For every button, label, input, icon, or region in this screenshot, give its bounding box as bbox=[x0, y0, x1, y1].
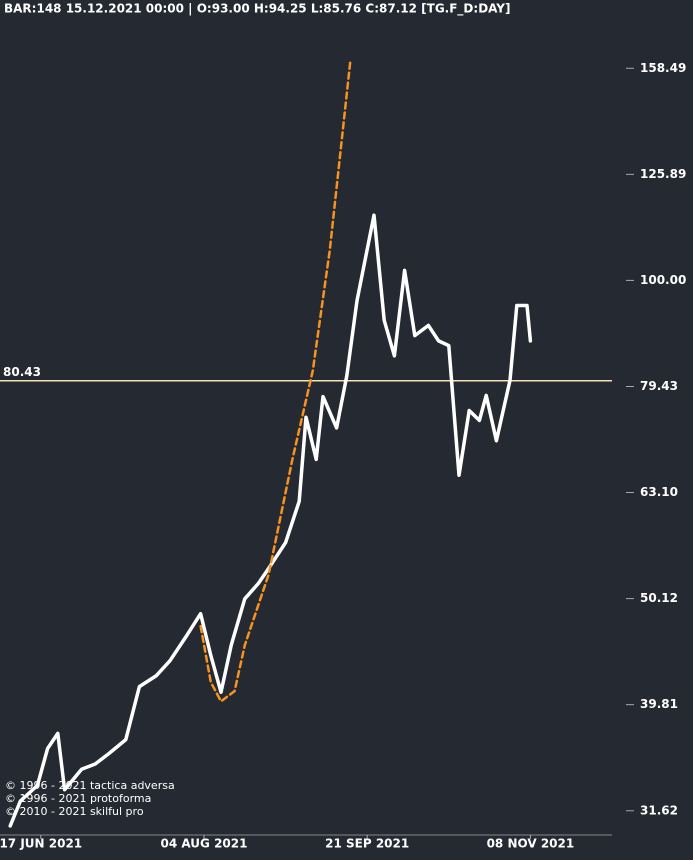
y-tick-label: 63.10 bbox=[640, 485, 678, 499]
copyright: © 1996 - 2021 tactica adversa bbox=[5, 779, 175, 792]
x-tick-label: 21 SEP 2021 bbox=[325, 837, 409, 851]
copyright: © 1996 - 2021 protoforma bbox=[5, 792, 151, 805]
x-tick-label: 04 AUG 2021 bbox=[161, 837, 248, 851]
copyright: © 2010 - 2021 skilful pro bbox=[5, 805, 144, 818]
y-tick-label: 31.62 bbox=[640, 803, 678, 817]
price-line bbox=[8, 213, 533, 828]
header: BAR:148 15.12.2021 00:00 | O:93.00 H:94.… bbox=[4, 2, 510, 17]
trend-curve bbox=[199, 60, 352, 703]
x-tick-label: 08 NOV 2021 bbox=[487, 837, 575, 851]
y-tick-label: 100.00 bbox=[640, 273, 686, 287]
x-tick-label: 17 JUN 2021 bbox=[0, 837, 82, 851]
y-tick-label: 158.49 bbox=[640, 61, 686, 75]
y-tick-label: 39.81 bbox=[640, 697, 678, 711]
level-label: 80.43 bbox=[3, 365, 41, 379]
y-tick-label: 50.12 bbox=[640, 591, 678, 605]
y-tick-label: 125.89 bbox=[640, 167, 686, 181]
y-tick-label: 79.43 bbox=[640, 379, 678, 393]
